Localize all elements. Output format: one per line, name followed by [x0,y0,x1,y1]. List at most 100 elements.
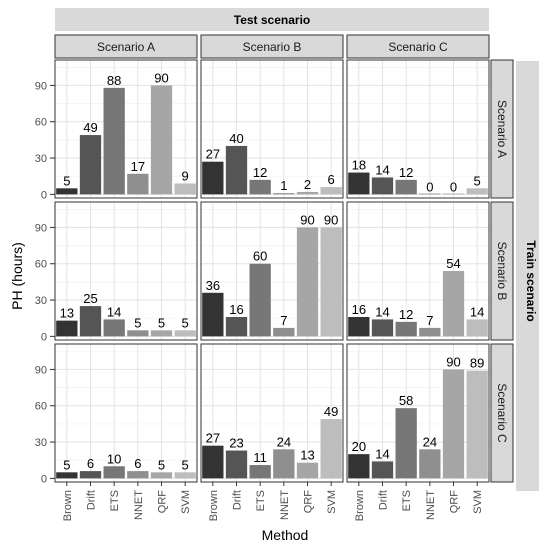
bar [127,173,149,195]
panel-0-2: 18 14 12 0 0 5 [346,59,490,199]
x-tick-label: QRF [157,490,169,514]
col-strip-1 [200,34,344,59]
bar [249,465,271,479]
row-strip-label-2: Scenario C [495,383,509,443]
x-tick-label: Drift [86,490,98,510]
bar [150,472,173,479]
bar-value-label: 6 [328,172,335,187]
y-tick-label: 60 [35,117,47,129]
bar-value-label: 90 [154,70,168,85]
x-tick-label: QRF [303,490,315,514]
panel-background [347,344,489,482]
panel-1-1: 36 16 60 7 90 90 [200,201,344,341]
bar [56,188,78,195]
bar-value-label: 5 [158,315,165,330]
row-strip-0 [490,59,514,199]
bar-value-label: 12 [253,165,267,180]
x-tick-label: ETS [255,490,267,511]
col-strip-label-1: Scenario B [243,40,302,54]
row-strip-2 [490,343,514,483]
row-strip-1 [490,201,514,341]
bar [395,408,417,479]
bar [395,179,417,195]
bar-value-label: 90 [446,354,460,369]
bar-value-label: 0 [450,179,457,194]
bar [273,449,295,479]
bar-value-label: 14 [375,446,389,461]
bar-value-label: 14 [107,304,121,319]
y-tick-label: 90 [35,80,47,92]
col-strip-label-2: Scenario C [388,40,448,54]
bar-value-label: 23 [229,436,243,451]
bar [371,177,394,195]
bar-value-label: 14 [375,162,389,177]
y-tick-label: 0 [41,473,47,485]
panel-background [55,202,197,340]
panel-2-2: 20 14 58 24 90 89 [346,343,490,483]
bar [273,193,295,195]
bar-value-label: 5 [63,173,70,188]
bar-value-label: 2 [304,177,311,192]
panel-border [54,343,198,483]
bar [296,227,319,337]
bar-value-label: 16 [352,302,366,317]
bar-value-label: 49 [324,404,338,419]
bar [174,472,196,479]
col-strip-0 [54,34,198,59]
bar [296,462,319,479]
bar [466,370,488,479]
x-tick-label: Drift [378,490,390,510]
bar [174,330,196,337]
x-tick-label: Brown [208,490,220,521]
bar [249,263,271,337]
bar [273,327,295,337]
bar-value-label: 27 [206,431,220,446]
y-tick-label: 90 [35,222,47,234]
x-tick-label: Brown [354,490,366,521]
panel-0-0: 5 49 88 17 90 9 [54,59,198,199]
bar-value-label: 14 [470,304,484,319]
bar [150,85,173,195]
panel-background [347,202,489,340]
test-scenario-strip [55,8,489,31]
bar-value-label: 49 [83,120,97,135]
bar-value-label: 9 [182,168,189,183]
bar-value-label: 12 [399,165,413,180]
bar [466,188,488,195]
bar-value-label: 27 [206,147,220,162]
panel-background [55,60,197,198]
panel-background [55,344,197,482]
test-scenario-label: Test scenario [234,13,310,27]
bar-value-label: 7 [280,313,287,328]
panel-border [54,201,198,341]
x-tick-label: SVM [326,490,338,514]
bar [79,306,102,337]
bar-value-label: 25 [83,291,97,306]
bar [79,471,102,479]
x-tick-label: Brown [62,490,74,521]
train-scenario-strip [516,61,539,491]
bar-value-label: 12 [399,307,413,322]
panel-background [347,60,489,198]
y-tick-label: 30 [35,437,47,449]
bar [371,319,394,337]
y-tick-label: 30 [35,153,47,165]
bar [56,472,78,479]
col-strip-label-0: Scenario A [97,40,155,54]
panel-border [200,59,344,199]
y-tick-label: 90 [35,364,47,376]
bar [225,145,248,195]
panel-border [54,59,198,199]
bar [466,319,488,337]
panel-1-2: 16 14 12 7 54 14 [346,201,490,341]
bar-value-label: 6 [87,456,94,471]
x-axis-title: Method [262,527,309,543]
bar-value-label: 1 [280,178,287,193]
bar [202,161,224,195]
bar-value-label: 5 [474,173,481,188]
bar [348,454,370,479]
bar [79,135,102,195]
bar [127,471,149,479]
panel-border [346,201,490,341]
